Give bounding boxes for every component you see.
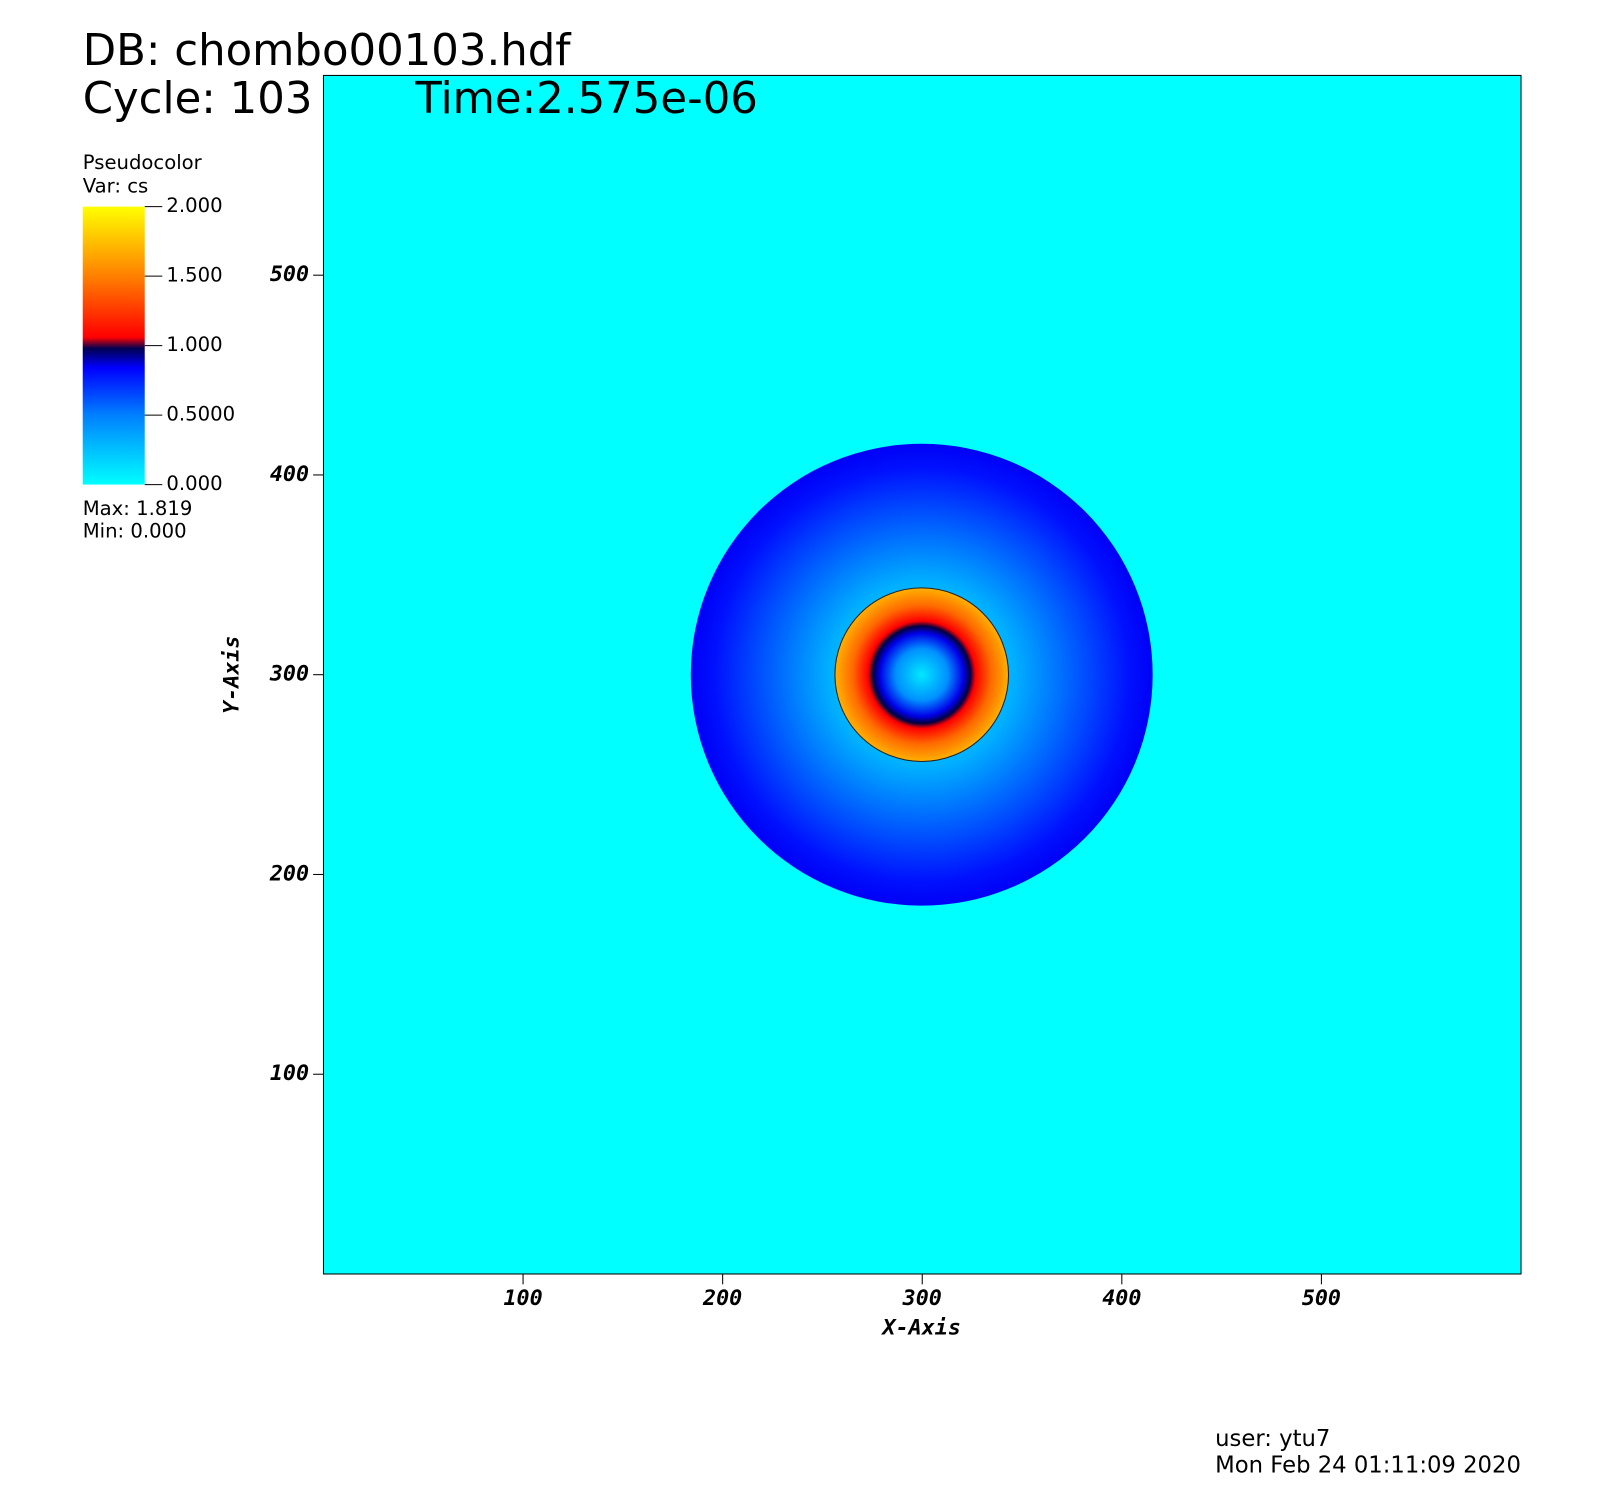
y-tick-label: 500 [270, 262, 309, 287]
date: Mon Feb 24 01:11:09 2020 [1215, 1453, 1521, 1479]
colorbar-tick-label: 0.5000 [166, 403, 235, 426]
colorbar-tick-label: 1.000 [166, 333, 222, 356]
x-tick-label: 400 [1102, 1286, 1141, 1311]
x-tick-label: 500 [1302, 1286, 1341, 1311]
y-tick-label: 200 [269, 861, 309, 886]
db-title: DB: chombo00103.hdf [83, 26, 573, 76]
user: user: ytu7 [1215, 1426, 1330, 1452]
legend-title: Pseudocolor [83, 151, 203, 174]
y-tick-label: 100 [270, 1061, 309, 1086]
legend-max: Max: 1.819 [83, 497, 193, 520]
y-tick-label: 400 [270, 462, 309, 487]
x-tick-label: 300 [902, 1286, 942, 1311]
legend-min: Min: 0.000 [83, 520, 187, 543]
legend-var: Var: cs [83, 175, 149, 198]
colorbar [82, 206, 145, 485]
y-tick-label: 300 [269, 662, 309, 687]
y-axis-label: Y-Axis [220, 636, 245, 714]
time: Time:2.575e-06 [414, 74, 757, 124]
cycle: Cycle: 103 [83, 74, 313, 124]
x-tick-label: 200 [702, 1286, 742, 1311]
x-axis-label: X-Axis [881, 1316, 961, 1341]
colorbar-tick-label: 0.000 [166, 472, 222, 495]
inner-shell [834, 587, 1010, 763]
colorbar-tick-label: 2.000 [166, 194, 222, 217]
x-tick-label: 100 [503, 1286, 542, 1311]
colorbar-tick-label: 1.500 [166, 264, 222, 287]
